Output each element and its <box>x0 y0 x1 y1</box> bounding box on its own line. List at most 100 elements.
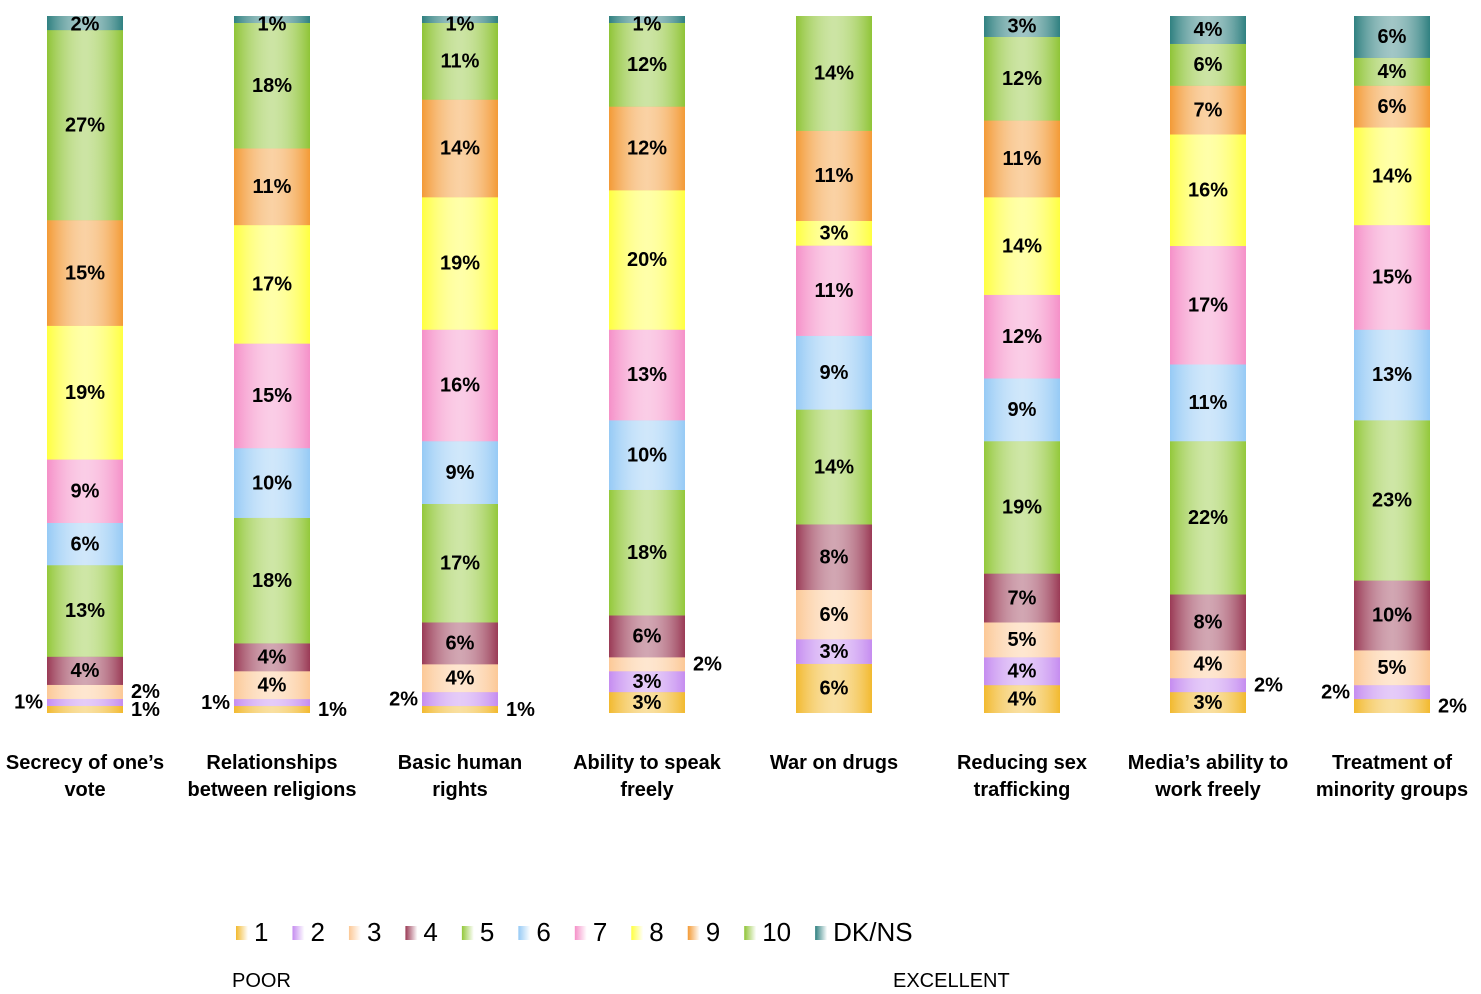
x-tick-label: Relationships between religions <box>187 752 357 801</box>
value-label: 17% <box>1188 295 1228 317</box>
legend-label: 4 <box>423 917 437 947</box>
value-label: 6% <box>71 533 100 555</box>
legend-swatch <box>518 926 531 940</box>
value-label: 1% <box>446 13 475 35</box>
legend-swatch <box>815 926 828 940</box>
value-label: 8% <box>820 546 849 568</box>
value-label: 6% <box>446 633 475 655</box>
value-label: 2% <box>389 688 418 710</box>
value-label: 2% <box>71 13 100 35</box>
value-label: 2% <box>131 681 160 703</box>
value-label: 17% <box>440 552 480 574</box>
value-label: 3% <box>633 692 662 714</box>
legend-label: 2 <box>310 917 324 947</box>
value-label: 15% <box>65 262 105 284</box>
value-label: 5% <box>1008 629 1037 651</box>
value-label: 2% <box>1321 681 1350 703</box>
value-label: 9% <box>446 462 475 484</box>
value-label: 16% <box>440 375 480 397</box>
value-label: 19% <box>65 382 105 404</box>
value-label: 14% <box>814 456 854 478</box>
value-label: 10% <box>1372 605 1412 627</box>
value-label: 1% <box>201 692 230 714</box>
value-label: 3% <box>820 641 849 663</box>
value-label: 11% <box>441 51 480 73</box>
value-label: 14% <box>814 63 854 85</box>
value-label: 12% <box>1002 326 1042 348</box>
legend-label: 7 <box>593 917 607 947</box>
value-label: 17% <box>252 274 292 296</box>
value-label: 6% <box>820 678 849 700</box>
value-label: 11% <box>1189 392 1228 414</box>
value-label: 19% <box>1002 497 1042 519</box>
legend-swatch <box>631 926 644 940</box>
legend-swatch <box>348 926 361 940</box>
value-label: 3% <box>1008 16 1037 38</box>
value-label: 9% <box>71 481 100 503</box>
value-label: 15% <box>1372 267 1412 289</box>
value-label: 1% <box>506 699 535 721</box>
value-label: 1% <box>14 692 43 714</box>
value-label: 16% <box>1188 180 1228 202</box>
value-label: 4% <box>1008 660 1037 682</box>
value-label: 1% <box>131 699 160 721</box>
legend-label: 5 <box>480 917 494 947</box>
value-label: 6% <box>1194 54 1223 76</box>
value-label: 10% <box>252 472 292 494</box>
legend-swatch <box>574 926 587 940</box>
value-label: 1% <box>258 13 287 35</box>
value-label: 3% <box>820 223 849 245</box>
value-label: 4% <box>1378 61 1407 83</box>
value-label: 6% <box>633 626 662 648</box>
value-label: 5% <box>1378 657 1407 679</box>
value-label: 18% <box>252 570 292 592</box>
value-label: 7% <box>1194 99 1223 121</box>
x-tick-label: Basic human rights <box>397 752 523 801</box>
value-label: 3% <box>1194 692 1223 714</box>
value-label: 7% <box>1008 587 1037 609</box>
value-label: 22% <box>1188 507 1228 529</box>
legend-label: 10 <box>762 917 791 947</box>
annotation: POOR <box>232 970 291 992</box>
legend-swatch <box>744 926 757 940</box>
value-label: 13% <box>627 364 667 386</box>
legend-label: DK/NS <box>833 917 912 947</box>
value-label: 10% <box>627 444 667 466</box>
legend-swatch <box>292 926 305 940</box>
value-label: 2% <box>693 653 722 675</box>
legend-swatch <box>687 926 700 940</box>
value-label: 8% <box>1194 612 1223 634</box>
value-label: 4% <box>446 667 475 689</box>
value-label: 4% <box>258 647 287 669</box>
value-label: 4% <box>1194 19 1223 41</box>
value-label: 23% <box>1372 490 1412 512</box>
value-label: 4% <box>1008 688 1037 710</box>
value-label: 20% <box>627 249 667 271</box>
x-tick-label: Reducing sex trafficking <box>956 752 1088 801</box>
value-label: 18% <box>627 542 667 564</box>
value-label: 18% <box>252 75 292 97</box>
value-label: 2% <box>1438 695 1467 717</box>
value-label: 6% <box>820 604 849 626</box>
value-label: 14% <box>440 138 480 160</box>
value-label: 9% <box>820 362 849 384</box>
value-label: 12% <box>627 138 667 160</box>
value-label: 11% <box>815 165 854 187</box>
value-label: 12% <box>627 54 667 76</box>
x-tick-label: War on drugs <box>769 752 899 774</box>
x-tick-label: Media’s ability to work freely <box>1127 752 1289 801</box>
value-label: 27% <box>65 114 105 136</box>
value-label: 14% <box>1372 166 1412 188</box>
x-tick-label: Treatment of minority groups <box>1315 752 1469 801</box>
legend-label: 3 <box>367 917 381 947</box>
x-tick-label: Secrecy of one’s vote <box>5 752 165 801</box>
value-label: 19% <box>440 253 480 275</box>
legend-label: 8 <box>649 917 663 947</box>
value-label: 3% <box>633 671 662 693</box>
legend-swatch <box>236 926 248 940</box>
value-label: 2% <box>1254 674 1283 696</box>
value-label: 13% <box>1372 364 1412 386</box>
value-label: 1% <box>633 13 662 35</box>
